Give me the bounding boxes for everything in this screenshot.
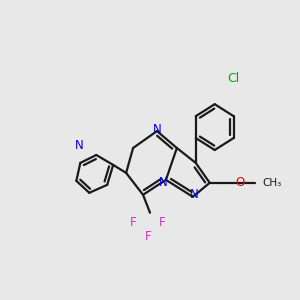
Text: F: F	[145, 230, 151, 243]
Text: F: F	[159, 216, 165, 229]
Text: O: O	[235, 176, 244, 189]
Text: F: F	[130, 216, 136, 229]
Text: N: N	[190, 188, 199, 201]
Text: N: N	[159, 176, 167, 189]
Text: Cl: Cl	[227, 72, 240, 85]
Text: N: N	[153, 123, 161, 136]
Text: N: N	[74, 139, 83, 152]
Text: CH₃: CH₃	[262, 178, 281, 188]
